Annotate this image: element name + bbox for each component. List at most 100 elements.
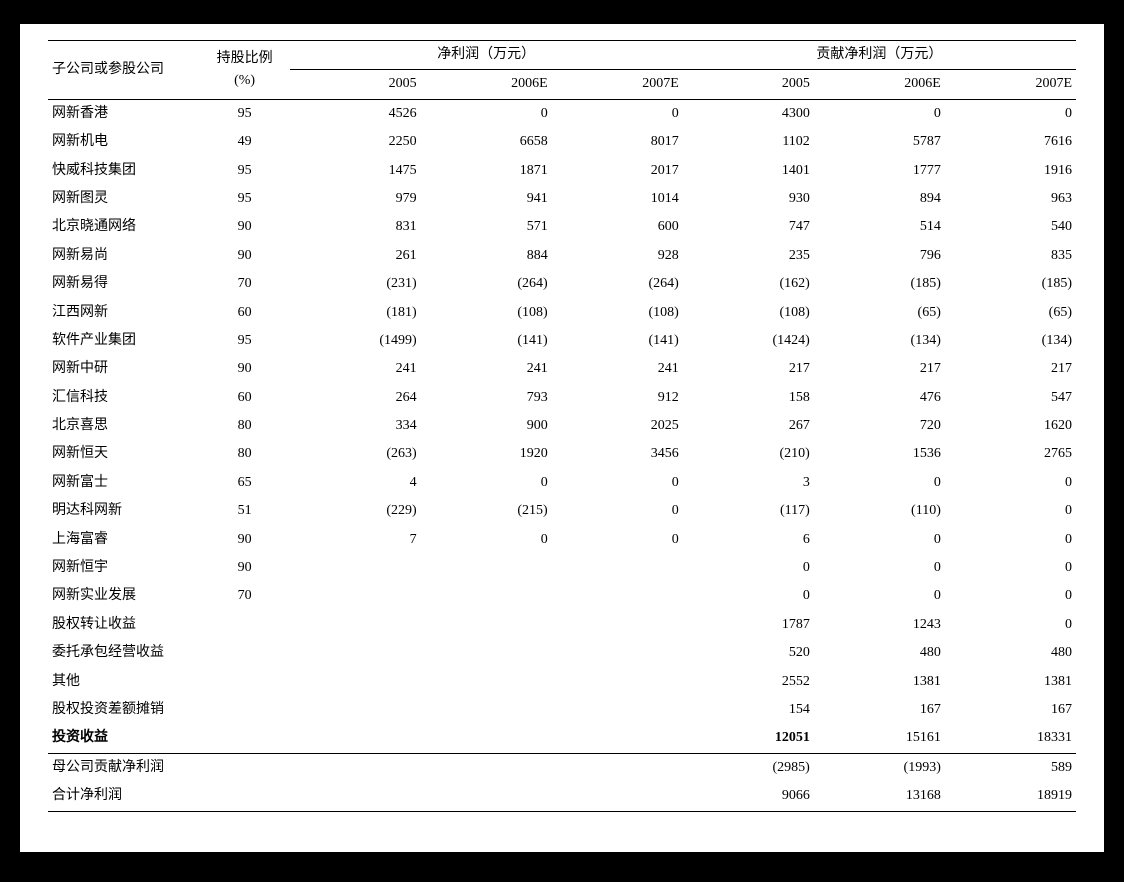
cell-contrib-profit: 0 xyxy=(683,582,814,610)
cell-parent-contrib-label: 母公司贡献净利润 xyxy=(48,753,200,782)
th-company: 子公司或参股公司 xyxy=(48,41,200,100)
cell-contrib-profit: 835 xyxy=(945,242,1076,270)
table-row: 网新机电49225066588017110257877616 xyxy=(48,128,1076,156)
cell-investment-income-2005: 12051 xyxy=(683,724,814,753)
cell-net-profit: 0 xyxy=(552,497,683,525)
cell-company: 汇信科技 xyxy=(48,384,200,412)
cell-net-profit: 1014 xyxy=(552,185,683,213)
cell-share: 80 xyxy=(200,440,290,468)
cell-empty xyxy=(552,753,683,782)
cell-net-profit xyxy=(552,554,683,582)
cell-share: 95 xyxy=(200,327,290,355)
cell-company: 网新实业发展 xyxy=(48,582,200,610)
cell-share: 60 xyxy=(200,299,290,327)
cell-contrib-profit: (185) xyxy=(814,270,945,298)
cell-contrib-profit: 1243 xyxy=(814,611,945,639)
th-cnp-2007e: 2007E xyxy=(945,70,1076,99)
cell-company: 网新中研 xyxy=(48,355,200,383)
table-row: 网新易得70(231)(264)(264)(162)(185)(185) xyxy=(48,270,1076,298)
cell-investment-income-label: 投资收益 xyxy=(48,724,200,753)
cell-share: 80 xyxy=(200,412,290,440)
cell-net-profit: (215) xyxy=(421,497,552,525)
cell-contrib-profit: 3 xyxy=(683,469,814,497)
cell-company: 江西网新 xyxy=(48,299,200,327)
table-row: 快威科技集团95147518712017140117771916 xyxy=(48,157,1076,185)
cell-net-profit: 4 xyxy=(290,469,421,497)
cell-net-profit: (181) xyxy=(290,299,421,327)
cell-share xyxy=(200,639,290,667)
cell-share: 90 xyxy=(200,242,290,270)
cell-net-profit: 1920 xyxy=(421,440,552,468)
cell-contrib-profit: (110) xyxy=(814,497,945,525)
cell-share xyxy=(200,696,290,724)
cell-net-profit xyxy=(552,668,683,696)
cell-net-profit xyxy=(552,611,683,639)
cell-contrib-profit: 167 xyxy=(945,696,1076,724)
cell-contrib-profit: 930 xyxy=(683,185,814,213)
cell-net-profit: 571 xyxy=(421,213,552,241)
cell-net-profit: 3456 xyxy=(552,440,683,468)
cell-share: 65 xyxy=(200,469,290,497)
cell-net-profit xyxy=(290,639,421,667)
cell-share: 90 xyxy=(200,526,290,554)
cell-share: 90 xyxy=(200,554,290,582)
cell-net-profit xyxy=(290,668,421,696)
cell-net-profit: (229) xyxy=(290,497,421,525)
cell-company: 网新香港 xyxy=(48,99,200,128)
cell-share: 95 xyxy=(200,157,290,185)
table-row: 网新恒天80(263)19203456(210)15362765 xyxy=(48,440,1076,468)
cell-contrib-profit: 217 xyxy=(945,355,1076,383)
cell-company: 网新机电 xyxy=(48,128,200,156)
cell-company: 北京晓通网络 xyxy=(48,213,200,241)
th-np-2007e: 2007E xyxy=(552,70,683,99)
cell-contrib-profit: (1424) xyxy=(683,327,814,355)
cell-contrib-profit: 0 xyxy=(814,526,945,554)
cell-contrib-profit: 1102 xyxy=(683,128,814,156)
cell-contrib-profit: 2765 xyxy=(945,440,1076,468)
cell-net-profit: 2250 xyxy=(290,128,421,156)
cell-net-profit: 334 xyxy=(290,412,421,440)
cell-contrib-profit: 796 xyxy=(814,242,945,270)
cell-contrib-profit: 0 xyxy=(814,554,945,582)
total-profit-row: 合计净利润90661316818919 xyxy=(48,782,1076,811)
cell-contrib-profit: 158 xyxy=(683,384,814,412)
cell-total-profit: 13168 xyxy=(814,782,945,811)
cell-net-profit: 241 xyxy=(552,355,683,383)
cell-contrib-profit: 963 xyxy=(945,185,1076,213)
cell-contrib-profit: 0 xyxy=(814,469,945,497)
cell-total-profit-label: 合计净利润 xyxy=(48,782,200,811)
cell-contrib-profit: (134) xyxy=(945,327,1076,355)
cell-contrib-profit: 1536 xyxy=(814,440,945,468)
table-row: 网新富士65400300 xyxy=(48,469,1076,497)
cell-empty xyxy=(290,782,421,811)
cell-contrib-profit: (134) xyxy=(814,327,945,355)
table-row: 网新中研90241241241217217217 xyxy=(48,355,1076,383)
cell-share xyxy=(200,611,290,639)
cell-net-profit: 0 xyxy=(421,469,552,497)
cell-company: 网新富士 xyxy=(48,469,200,497)
cell-net-profit: 8017 xyxy=(552,128,683,156)
cell-empty xyxy=(200,782,290,811)
cell-parent-contrib: 589 xyxy=(945,753,1076,782)
table-row: 北京晓通网络90831571600747514540 xyxy=(48,213,1076,241)
table-page: 子公司或参股公司 持股比例 (%) 净利润（万元） 贡献净利润（万元） 2005… xyxy=(20,24,1104,852)
cell-contrib-profit: 0 xyxy=(945,469,1076,497)
cell-contrib-profit: 1777 xyxy=(814,157,945,185)
cell-empty xyxy=(290,753,421,782)
cell-share: 95 xyxy=(200,185,290,213)
cell-total-profit: 9066 xyxy=(683,782,814,811)
cell-investment-income-2006e: 15161 xyxy=(814,724,945,753)
cell-contrib-profit: 514 xyxy=(814,213,945,241)
cell-net-profit: 241 xyxy=(421,355,552,383)
cell-company: 网新图灵 xyxy=(48,185,200,213)
cell-net-profit xyxy=(290,582,421,610)
cell-company: 上海富睿 xyxy=(48,526,200,554)
cell-net-profit: 912 xyxy=(552,384,683,412)
cell-net-profit: 241 xyxy=(290,355,421,383)
cell-contrib-profit: 0 xyxy=(945,582,1076,610)
cell-contrib-profit: 720 xyxy=(814,412,945,440)
investment-income-row: 投资收益120511516118331 xyxy=(48,724,1076,753)
cell-empty xyxy=(290,724,421,753)
cell-net-profit: 0 xyxy=(421,526,552,554)
cell-net-profit: 2025 xyxy=(552,412,683,440)
